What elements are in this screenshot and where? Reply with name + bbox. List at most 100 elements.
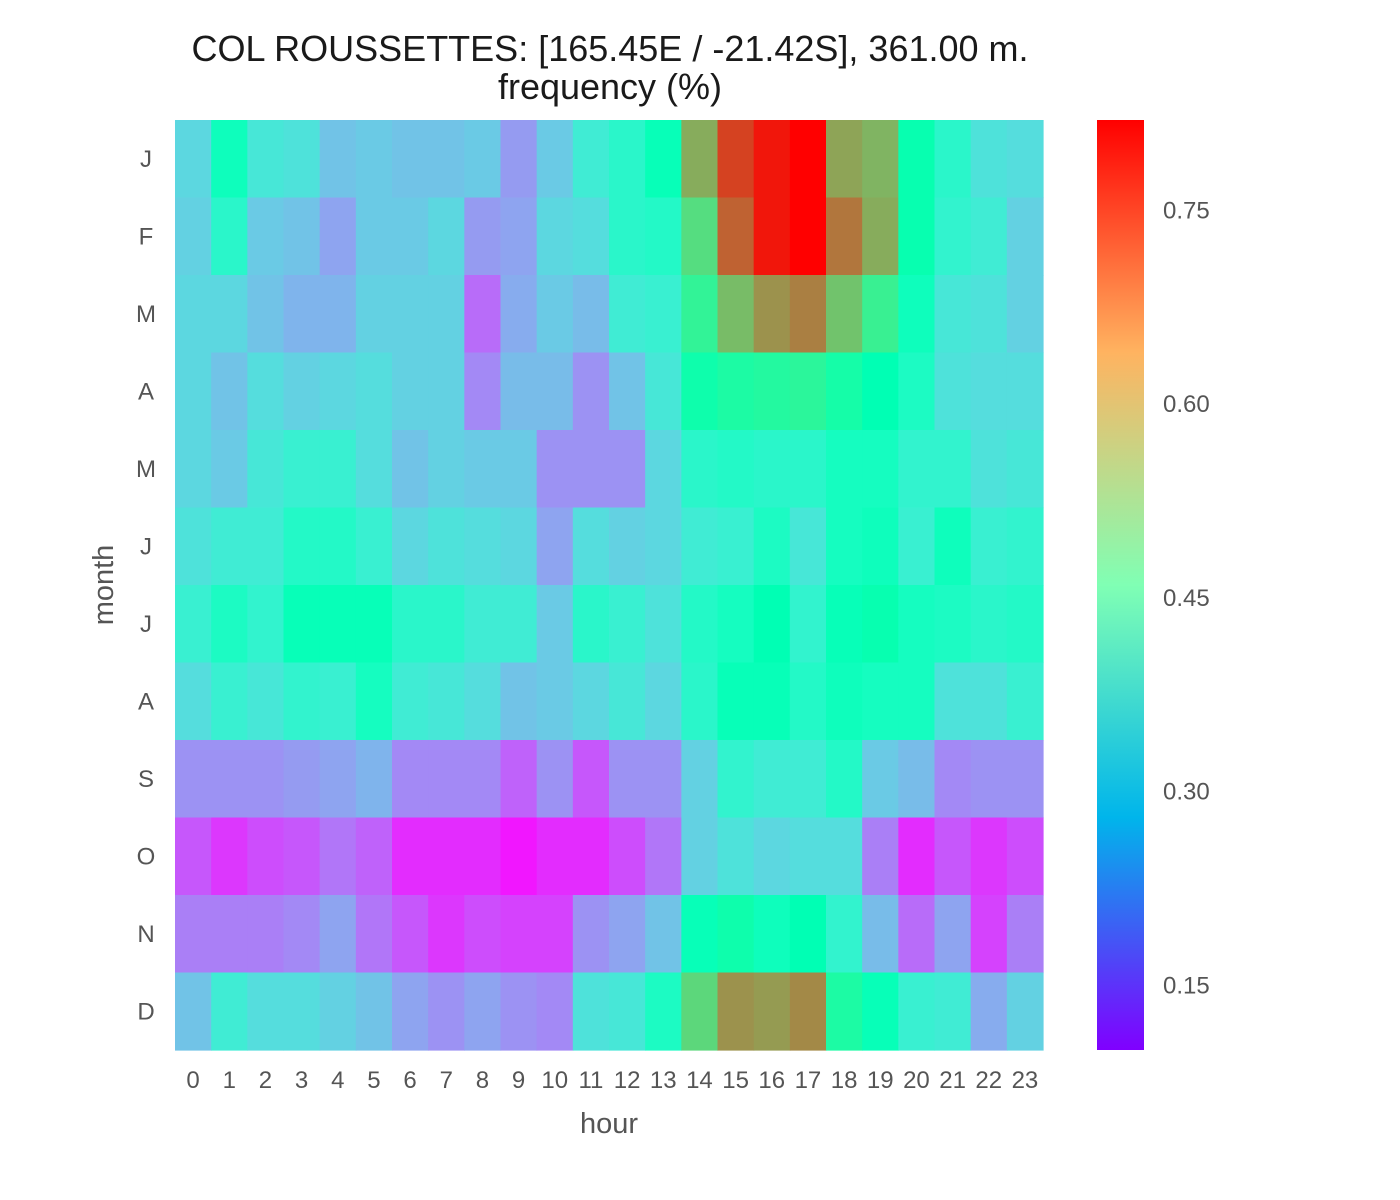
heatmap-cell	[428, 120, 465, 199]
heatmap-cell	[355, 430, 393, 509]
heatmap-cell	[645, 585, 682, 664]
heatmap-cell	[175, 740, 212, 819]
heatmap-cell	[970, 352, 1008, 431]
heatmap-cell	[753, 740, 791, 819]
heatmap-cell	[464, 275, 502, 354]
heatmap-cell	[862, 507, 899, 586]
heatmap-cell	[355, 662, 393, 741]
heatmap-cell	[247, 197, 285, 276]
heatmap-cell	[211, 972, 248, 1051]
y-tick-label: A	[138, 688, 154, 715]
heatmap-cell	[862, 585, 899, 664]
heatmap-cell	[428, 352, 465, 431]
heatmap-cell	[392, 197, 429, 276]
heatmap-cell	[319, 430, 357, 509]
colorbar-tick-label: 0.45	[1163, 585, 1210, 612]
heatmap-cell	[609, 507, 646, 586]
heatmap-cell	[464, 972, 502, 1051]
x-tick-label: 0	[186, 1067, 199, 1094]
heatmap-cell	[862, 430, 899, 509]
heatmap-cell	[319, 507, 357, 586]
y-tick-label: M	[136, 301, 156, 328]
heatmap-cell	[934, 972, 972, 1051]
heatmap-cell	[753, 585, 791, 664]
x-tick-label: 12	[614, 1067, 641, 1094]
heatmap-cell	[970, 120, 1008, 199]
heatmap-cell	[175, 352, 212, 431]
heatmap-cell	[392, 430, 429, 509]
x-tick-label: 13	[650, 1067, 677, 1094]
x-tick-label: 8	[476, 1067, 489, 1094]
heatmap-cell	[1006, 507, 1044, 586]
heatmap-cell	[572, 585, 610, 664]
heatmap-cell	[247, 895, 285, 974]
heatmap-cell	[355, 120, 393, 199]
heatmap-cell	[753, 662, 791, 741]
heatmap-cell	[862, 352, 899, 431]
heatmap-cell	[247, 972, 285, 1051]
heatmap-cell	[789, 352, 827, 431]
heatmap-cell	[681, 507, 719, 586]
heatmap-cell	[572, 120, 610, 199]
heatmap-cell	[970, 275, 1008, 354]
x-tick-label: 5	[367, 1067, 380, 1094]
heatmap-cell	[464, 197, 502, 276]
heatmap-cell	[789, 507, 827, 586]
heatmap-cell	[319, 817, 357, 896]
heatmap-cell	[717, 662, 755, 741]
heatmap-cell	[753, 197, 791, 276]
heatmap-cell	[826, 817, 863, 896]
heatmap-cell	[536, 352, 574, 431]
heatmap-cell	[609, 817, 646, 896]
heatmap-cell	[681, 972, 719, 1051]
heatmap-cell	[1006, 275, 1044, 354]
heatmap-cell	[681, 740, 719, 819]
y-tick-label: J	[140, 611, 152, 638]
heatmap-cell	[862, 197, 899, 276]
heatmap-cell	[500, 430, 538, 509]
heatmap-cell	[355, 972, 393, 1051]
heatmap-cell	[536, 740, 574, 819]
heatmap-cell	[645, 507, 682, 586]
x-tick-label: 16	[758, 1067, 785, 1094]
x-tick-label: 3	[295, 1067, 308, 1094]
heatmap-cell	[789, 895, 827, 974]
heatmap-cell	[464, 120, 502, 199]
heatmap-cell	[175, 507, 212, 586]
heatmap-cell	[862, 740, 899, 819]
heatmap-cell	[428, 275, 465, 354]
heatmap-cell	[355, 740, 393, 819]
x-tick-label: 1	[223, 1067, 236, 1094]
heatmap-cell	[572, 817, 610, 896]
y-tick-label: J	[140, 533, 152, 560]
heatmap-cell	[536, 507, 574, 586]
heatmap-cell	[211, 662, 248, 741]
heatmap-cell	[645, 197, 682, 276]
heatmap-cell	[826, 972, 863, 1051]
heatmap-cell	[175, 275, 212, 354]
heatmap-cell	[283, 817, 321, 896]
heatmap-cell	[247, 352, 285, 431]
heatmap-cell	[283, 895, 321, 974]
heatmap-cell	[1006, 972, 1044, 1051]
heatmap-cell	[934, 430, 972, 509]
heatmap-cell	[645, 895, 682, 974]
heatmap-cell	[428, 430, 465, 509]
heatmap-cell	[717, 585, 755, 664]
heatmap-cell	[175, 817, 212, 896]
heatmap-cell	[1006, 662, 1044, 741]
heatmap-cell	[175, 895, 212, 974]
heatmap-cell	[609, 120, 646, 199]
heatmap-cell	[247, 275, 285, 354]
heatmap-cell	[789, 120, 827, 199]
heatmap-cell	[392, 275, 429, 354]
heatmap-cell	[826, 507, 863, 586]
heatmap-cell	[717, 430, 755, 509]
heatmap-cell	[536, 972, 574, 1051]
heatmap-cell	[211, 895, 248, 974]
heatmap-cell	[283, 352, 321, 431]
heatmap-cell	[175, 120, 212, 199]
heatmap-cell	[536, 430, 574, 509]
y-tick-label: N	[137, 921, 154, 948]
